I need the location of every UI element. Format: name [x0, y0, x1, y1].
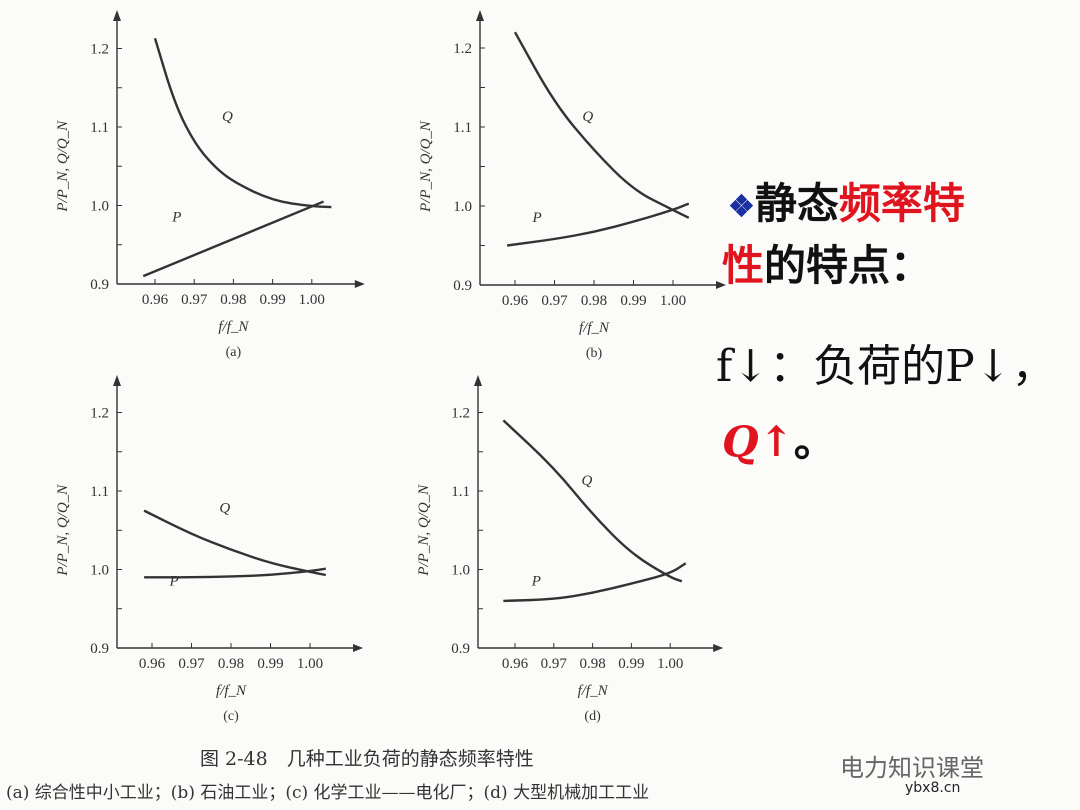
x-axis-arrow-icon — [716, 281, 726, 289]
figure-title: 图 2-48 几种工业负荷的静态频率特性 — [200, 748, 534, 770]
chart-panel-b: 0.96 0.97 0.98 0.99 1.00 0.9 1.0 1.1 1.2 f/f_N P/P… — [418, 10, 726, 361]
chart-panel-c: 0.96 0.97 0.98 0.99 1.00 0.9 1.0 1.1 1.2 f/f_N P/P… — [55, 375, 363, 724]
chart-panel-d: 0.96 0.97 0.98 0.99 1.00 0.9 1.0 1.1 1.2 f/f_N P/P… — [416, 375, 724, 724]
series-label: Q — [222, 109, 233, 125]
note-line-4: Q↑。 — [722, 408, 836, 469]
y-axis-label: P/P_N, Q/Q_N — [418, 120, 434, 213]
series-label: Q — [219, 500, 230, 516]
y-axis-arrow-icon — [113, 10, 121, 21]
panel-label: (d) — [584, 709, 601, 724]
series-label: Q — [582, 473, 593, 489]
x-tick-label: 0.99 — [257, 656, 283, 672]
x-axis-arrow-icon — [353, 644, 363, 652]
y-axis-label: P/P_N, Q/Q_N — [416, 484, 432, 577]
y-tick-label: 1.1 — [453, 120, 472, 136]
y-axis-arrow-icon — [476, 10, 484, 21]
x-tick-label: 0.96 — [502, 293, 529, 309]
y-tick-label: 1.2 — [453, 41, 472, 57]
panel-label: (c) — [223, 709, 239, 724]
note-text: 静态 — [754, 179, 839, 228]
x-tick-label: 0.97 — [541, 293, 568, 309]
x-tick-label: 1.00 — [660, 293, 686, 309]
chart-panel-a: 0.96 0.97 0.98 0.99 1.00 0.9 1.0 1.1 1.2 f/f_N P/P… — [55, 10, 365, 360]
note-text-red: 性 — [722, 241, 765, 290]
x-axis-label: f/f_N — [578, 683, 609, 699]
x-tick-label: 1.00 — [657, 656, 683, 672]
y-tick-label: 1.0 — [90, 199, 109, 215]
x-tick-label: 0.98 — [579, 656, 605, 672]
x-tick-label: 0.98 — [581, 293, 607, 309]
x-tick-label: 0.96 — [139, 656, 166, 672]
x-tick-label: 0.96 — [142, 292, 169, 308]
series-Q-line — [513, 31, 690, 219]
x-axis-label: f/f_N — [218, 319, 249, 335]
y-tick-label: 0.9 — [451, 641, 470, 657]
note-text-red: Q↑ — [722, 417, 794, 466]
series-label: P — [171, 209, 181, 225]
series-P-line — [503, 562, 687, 603]
x-axis-label: f/f_N — [579, 320, 610, 336]
y-tick-label: 1.0 — [451, 563, 470, 579]
series-P-line — [506, 202, 690, 247]
x-axis-arrow-icon — [354, 280, 365, 288]
panel-label: (b) — [586, 346, 603, 361]
series-Q-line — [502, 419, 683, 583]
note-line-2: 性的特点： — [722, 232, 932, 293]
y-tick-label: 1.1 — [90, 120, 109, 136]
x-tick-label: 0.97 — [181, 292, 208, 308]
series-label: P — [169, 573, 179, 589]
series-Q-line — [143, 509, 327, 577]
x-axis-label: f/f_N — [216, 683, 247, 699]
series-label: Q — [582, 109, 593, 125]
y-tick-label: 1.2 — [90, 42, 109, 58]
y-tick-label: 1.1 — [90, 484, 109, 500]
y-tick-label: 1.2 — [451, 406, 470, 422]
x-tick-label: 0.97 — [178, 656, 205, 672]
y-tick-label: 1.2 — [90, 406, 109, 422]
series-Q-line — [153, 37, 332, 209]
note-text: 的特点： — [764, 241, 933, 290]
x-tick-label: 0.99 — [620, 293, 646, 309]
x-tick-label: 0.98 — [218, 656, 244, 672]
series-P-line — [144, 567, 326, 579]
panel-label: (a) — [226, 345, 242, 360]
series-label: P — [531, 573, 541, 589]
y-tick-label: 1.0 — [90, 563, 109, 579]
x-tick-label: 0.99 — [618, 656, 644, 672]
y-axis-arrow-icon — [113, 375, 121, 386]
y-tick-label: 1.1 — [451, 484, 470, 500]
y-axis-label: P/P_N, Q/Q_N — [55, 120, 71, 213]
x-tick-label: 1.00 — [299, 292, 325, 308]
series-P-line — [142, 200, 325, 278]
watermark-name: 电力知识课堂 — [840, 754, 984, 782]
y-axis-label: P/P_N, Q/Q_N — [55, 484, 71, 577]
diamond-bullet-icon: ❖ — [728, 189, 755, 225]
x-axis-arrow-icon — [713, 644, 724, 652]
note-line-3: f↓：负荷的P↓， — [716, 341, 1056, 392]
note-text-red: 频率特 — [838, 179, 965, 228]
y-axis-arrow-icon — [474, 375, 482, 386]
x-tick-label: 0.98 — [220, 292, 246, 308]
y-tick-label: 1.0 — [453, 199, 472, 215]
y-tick-label: 0.9 — [90, 277, 109, 293]
note-text: 。 — [793, 417, 836, 466]
x-tick-label: 0.97 — [541, 656, 568, 672]
note-line-1: ❖静态频率特 — [728, 170, 965, 231]
figure-legend: (a) 综合性中小工业；(b) 石油工业；(c) 化学工业——电化厂；(d) 大… — [6, 783, 650, 803]
y-tick-label: 0.9 — [453, 278, 472, 294]
watermark-site: ybx8.cn — [905, 780, 961, 796]
x-tick-label: 0.99 — [259, 292, 285, 308]
x-tick-label: 0.96 — [502, 656, 529, 672]
series-label: P — [532, 210, 542, 226]
y-tick-label: 0.9 — [90, 641, 109, 657]
x-tick-label: 1.00 — [297, 656, 323, 672]
